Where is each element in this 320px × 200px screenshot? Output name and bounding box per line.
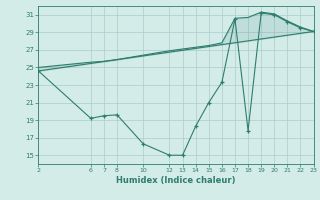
X-axis label: Humidex (Indice chaleur): Humidex (Indice chaleur) xyxy=(116,176,236,185)
